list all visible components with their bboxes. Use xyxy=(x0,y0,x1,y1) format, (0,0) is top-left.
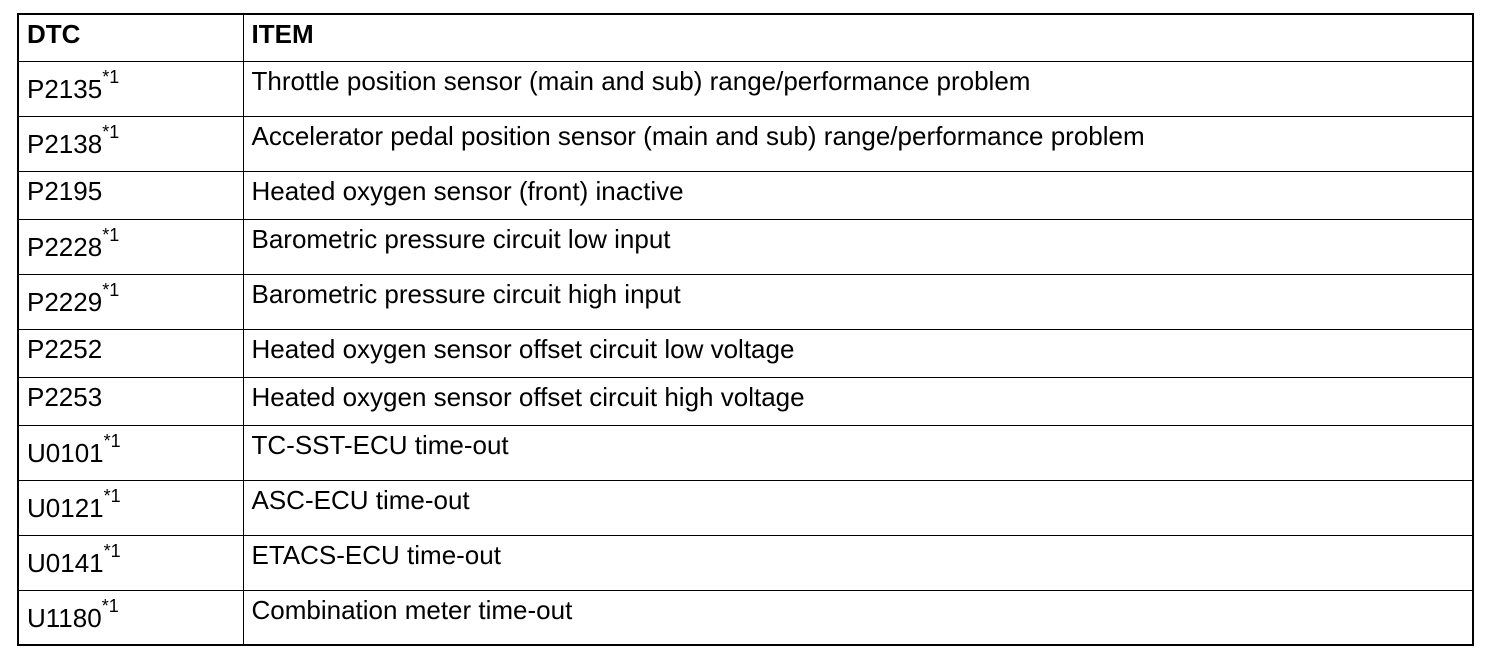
dtc-code: U1180 xyxy=(27,602,102,633)
table-header: DTC ITEM xyxy=(17,13,1474,62)
item-cell: ETACS-ECU time-out xyxy=(242,534,1474,591)
item-cell: Accelerator pedal position sensor (main … xyxy=(242,115,1474,172)
footnote-mark: *1 xyxy=(102,279,120,300)
dtc-code: U0141 xyxy=(27,547,104,578)
header-cell: ITEM xyxy=(242,13,1474,62)
item-cell: Heated oxygen sensor offset circuit low … xyxy=(242,328,1474,378)
dtc-cell: U0141*1 xyxy=(17,534,244,591)
table-row: P2252 Heated oxygen sensor offset circuit… xyxy=(17,328,1474,378)
table-row: U0101*1 TC-SST-ECU time-out xyxy=(17,424,1474,481)
dtc-code: U0101 xyxy=(27,437,104,468)
item-cell: Throttle position sensor (main and sub) … xyxy=(242,60,1474,117)
item-cell: Heated oxygen sensor offset circuit high… xyxy=(242,376,1474,426)
table-row: P2253 Heated oxygen sensor offset circuit… xyxy=(17,376,1474,426)
footnote-mark: *1 xyxy=(101,595,119,616)
header-cell: DTC xyxy=(17,13,244,62)
footnote-mark: *1 xyxy=(102,121,120,142)
dtc-table: DTC ITEM P2135*1 Throttle position sensor… xyxy=(17,13,1474,646)
footnote-mark: *1 xyxy=(103,430,121,451)
dtc-code: P2228 xyxy=(27,231,103,262)
footnote-mark: *1 xyxy=(102,66,120,87)
table-row: P2195 Heated oxygen sensor (front) inacti… xyxy=(17,170,1474,220)
table-body: P2135*1 Throttle position sensor (main an… xyxy=(17,60,1474,646)
item-cell: ASC-ECU time-out xyxy=(242,479,1474,536)
table-row: P2228*1 Barometric pressure circuit low i… xyxy=(17,218,1474,275)
dtc-code: P2252 xyxy=(27,333,103,364)
dtc-cell: P2252 xyxy=(17,328,244,378)
dtc-cell: P2195 xyxy=(17,170,244,220)
table-row: P2135*1 Throttle position sensor (main an… xyxy=(17,60,1474,117)
dtc-cell: U0101*1 xyxy=(17,424,244,481)
footnote-mark: *1 xyxy=(102,224,120,245)
item-cell: Barometric pressure circuit low input xyxy=(242,218,1474,275)
item-cell: Heated oxygen sensor (front) inactive xyxy=(242,170,1474,220)
dtc-code: P2138 xyxy=(27,128,103,159)
dtc-cell: P2138*1 xyxy=(17,115,244,172)
item-cell: Combination meter time-out xyxy=(242,589,1474,646)
table-row: P2138*1 Accelerator pedal position sensor… xyxy=(17,115,1474,172)
table-row: U0141*1 ETACS-ECU time-out xyxy=(17,534,1474,591)
table-row: P2229*1 Barometric pressure circuit high … xyxy=(17,273,1474,330)
dtc-code: P2229 xyxy=(27,286,103,317)
item-cell: Barometric pressure circuit high input xyxy=(242,273,1474,330)
item-cell: TC-SST-ECU time-out xyxy=(242,424,1474,481)
header-row: DTC ITEM xyxy=(17,13,1474,62)
dtc-cell: P2253 xyxy=(17,376,244,426)
dtc-code: U0121 xyxy=(27,492,104,523)
dtc-cell: U0121*1 xyxy=(17,479,244,536)
footnote-mark: *1 xyxy=(103,540,121,561)
table-row: U1180*1 Combination meter time-out xyxy=(17,589,1474,646)
dtc-code: P2253 xyxy=(27,381,103,412)
table-row: U0121*1 ASC-ECU time-out xyxy=(17,479,1474,536)
dtc-cell: U1180*1 xyxy=(17,589,244,646)
footnote-mark: *1 xyxy=(103,485,121,506)
dtc-cell: P2229*1 xyxy=(17,273,244,330)
dtc-cell: P2228*1 xyxy=(17,218,244,275)
dtc-code: P2135 xyxy=(27,73,103,104)
dtc-cell: P2135*1 xyxy=(17,60,244,117)
dtc-code: P2195 xyxy=(27,175,103,206)
